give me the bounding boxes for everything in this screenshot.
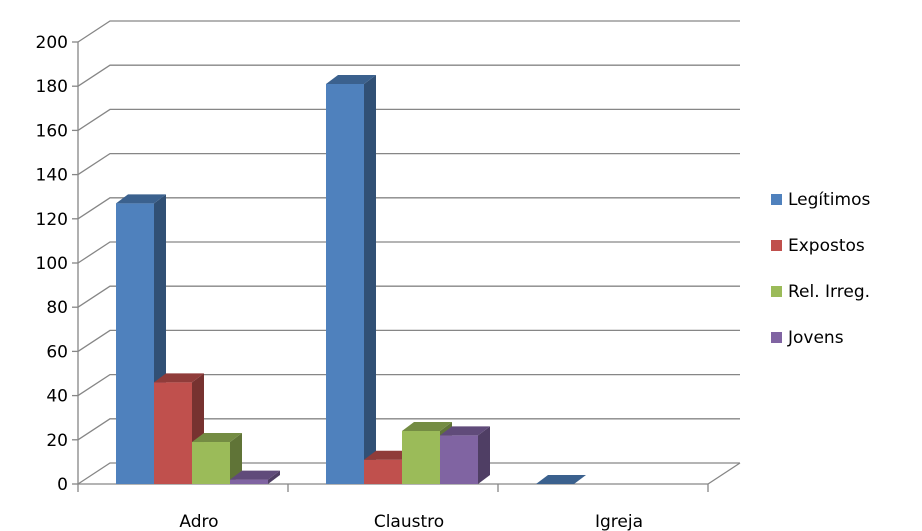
bar-jovens-adro: [230, 470, 280, 484]
x-tick-labels: Adro Claustro Igreja: [179, 512, 643, 531]
y-tick-label: 160: [36, 121, 68, 141]
bar-rel-irreg--adro: [192, 433, 242, 484]
gridline: [77, 197, 740, 220]
gridline: [77, 108, 740, 131]
axes: [72, 41, 741, 492]
y-tick-label: 120: [36, 210, 68, 230]
gridline: [77, 64, 740, 87]
y-tick-label: 0: [57, 475, 68, 495]
bars: [116, 74, 586, 485]
y-tick-label: 180: [36, 77, 68, 97]
x-tick-label: Adro: [179, 512, 218, 531]
gridline: [77, 418, 740, 441]
bar-leg-timos-claustro: [326, 74, 376, 485]
y-tick-label: 100: [36, 254, 68, 274]
legend-item: Expostos: [771, 236, 865, 256]
legend-item: Jovens: [771, 328, 844, 348]
legend-item: Legítimos: [771, 190, 870, 210]
legend-label: Expostos: [788, 236, 865, 256]
bar-jovens-claustro: [440, 426, 490, 484]
x-tick-label: Igreja: [595, 512, 643, 531]
legend-swatch: [771, 332, 782, 343]
legend-label: Legítimos: [788, 190, 870, 210]
gridline: [77, 329, 740, 352]
legend-label: Jovens: [787, 328, 844, 348]
legend-item: Rel. Irreg.: [771, 282, 870, 302]
y-tick-label: 200: [36, 33, 68, 53]
gridline: [77, 285, 740, 308]
gridline: [77, 152, 740, 176]
bar-leg-timos-igreja: [536, 475, 586, 484]
legend-swatch: [771, 194, 782, 205]
gridline: [77, 462, 740, 485]
legend-label: Rel. Irreg.: [788, 282, 870, 302]
y-tick-label: 140: [36, 166, 68, 186]
y-tick-label: 80: [46, 298, 68, 318]
legend-swatch: [771, 286, 782, 297]
legend: Legítimos Expostos Rel. Irreg. Jovens: [771, 190, 870, 348]
gridline: [77, 20, 740, 43]
y-tick-label: 60: [46, 342, 68, 362]
legend-swatch: [771, 240, 782, 251]
bar-expostos-adro: [154, 373, 204, 484]
gridline: [77, 373, 740, 397]
y-tick-label: 40: [46, 387, 68, 407]
x-tick-label: Claustro: [374, 512, 444, 531]
y-tick-label: 20: [46, 431, 68, 451]
gridline: [77, 241, 740, 264]
y-tick-labels: 0 20 40 60 80 100 120 140 160 180 200: [36, 33, 68, 495]
gridlines: [77, 20, 740, 485]
